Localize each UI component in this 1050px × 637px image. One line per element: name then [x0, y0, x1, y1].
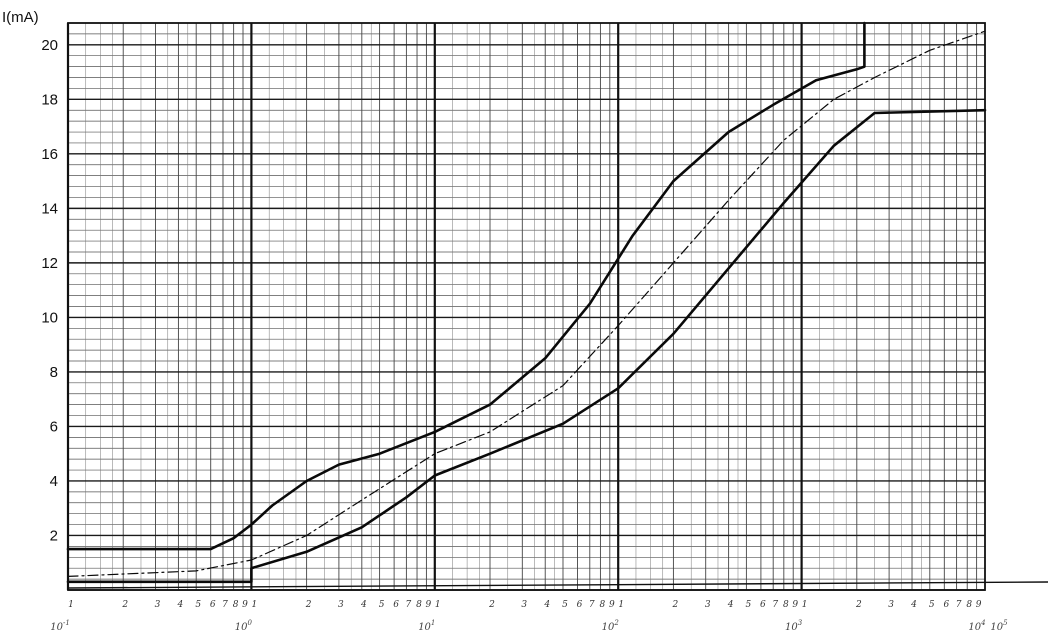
x-minor-tick-label: 3: [521, 600, 527, 610]
x-minor-tick-label: 4: [910, 600, 917, 610]
x-minor-tick-label: 8: [233, 600, 239, 610]
y-tick-label: 20: [41, 37, 58, 54]
x-minor-tick-label: 1: [618, 600, 624, 610]
series-line-1: [66, 21, 866, 551]
x-axis-baseline: [67, 581, 1049, 589]
y-tick-label: 14: [41, 200, 58, 217]
x-minor-tick-label: 4: [727, 600, 734, 610]
x-decade-label: 102: [602, 619, 620, 633]
x-minor-tick-label: 5: [929, 600, 935, 610]
x-minor-tick-label: 6: [760, 600, 766, 610]
y-tick-label: 12: [41, 255, 58, 272]
y-axis-ticks: 2 4 6 8 10 12 14 16 18 20: [41, 37, 58, 545]
x-minor-tick-label: 9: [976, 600, 982, 610]
x-minor-tick-label: 1: [802, 600, 808, 610]
x-minor-tick-label: 9: [792, 600, 798, 610]
x-minor-tick-label: 7: [222, 600, 228, 610]
x-minor-tick-label: 1: [252, 600, 258, 610]
plot-frame: [67, 22, 1049, 591]
x-minor-tick-label: 2: [305, 600, 312, 610]
y-tick-label: 18: [41, 91, 58, 108]
series-line-2: [67, 30, 986, 577]
x-minor-tick-label: 8: [966, 600, 972, 610]
x-minor-tick-label: 3: [888, 600, 894, 610]
x-decade-label: 10-1: [50, 619, 70, 633]
x-minor-tick-label: 2: [121, 600, 128, 610]
x-minor-tick-label: 9: [242, 600, 248, 610]
y-axis-label: I(mA): [2, 9, 39, 26]
x-minor-tick-label: 1: [435, 600, 441, 610]
series-layer: [66, 21, 987, 584]
minor-grid: [68, 22, 985, 590]
x-minor-tick-label: 3: [155, 600, 161, 610]
x-minor-tick-label: 2: [855, 600, 862, 610]
x-minor-tick-label: 6: [577, 600, 583, 610]
x-minor-tick-label: 3: [338, 600, 344, 610]
y-tick-label: 16: [41, 146, 58, 163]
x-minor-tick-label: 2: [672, 600, 679, 610]
x-minor-tick-label: 7: [772, 600, 778, 610]
x-minor-tick-label: 7: [589, 600, 595, 610]
x-minor-tick-label: 9: [426, 600, 432, 610]
x-minor-tick-label: 1: [68, 600, 74, 610]
x-minor-tick-label: 9: [609, 600, 615, 610]
x-minor-tick-label: 6: [393, 600, 399, 610]
x-minor-tick-label: 5: [195, 600, 201, 610]
series-line-3: [66, 108, 987, 584]
x-decade-label: 103: [785, 619, 803, 633]
x-minor-tick-label: 8: [783, 600, 789, 610]
x-minor-tick-label: 8: [600, 600, 606, 610]
x-decade-label: 101: [418, 619, 435, 633]
plot-border: [67, 22, 986, 591]
x-minor-tick-label: 7: [956, 600, 962, 610]
x-minor-tick-label: 6: [210, 600, 216, 610]
x-decade-label: 104: [968, 619, 985, 633]
x-minor-tick-label: 2: [488, 600, 495, 610]
y-tick-label: 8: [50, 364, 58, 381]
x-minor-tick-label: 3: [705, 600, 711, 610]
x-minor-tick-label: 5: [379, 600, 385, 610]
x-minor-tick-label: 6: [943, 600, 949, 610]
x-minor-tick-label: 4: [543, 600, 550, 610]
x-minor-tick-label: 4: [177, 600, 184, 610]
x-minor-tick-label: 8: [416, 600, 422, 610]
x-minor-tick-label: 5: [746, 600, 752, 610]
x-decade-label: 105: [990, 619, 1008, 633]
x-minor-tick-label: 5: [562, 600, 568, 610]
x-minor-tick-label: 7: [406, 600, 412, 610]
x-minor-tick-label: 4: [360, 600, 367, 610]
y-tick-label: 6: [50, 418, 58, 435]
y-tick-label: 10: [41, 309, 58, 326]
x-decade-label: 100: [235, 619, 253, 633]
y-tick-label: 2: [50, 527, 58, 544]
y-tick-label: 4: [50, 473, 58, 490]
